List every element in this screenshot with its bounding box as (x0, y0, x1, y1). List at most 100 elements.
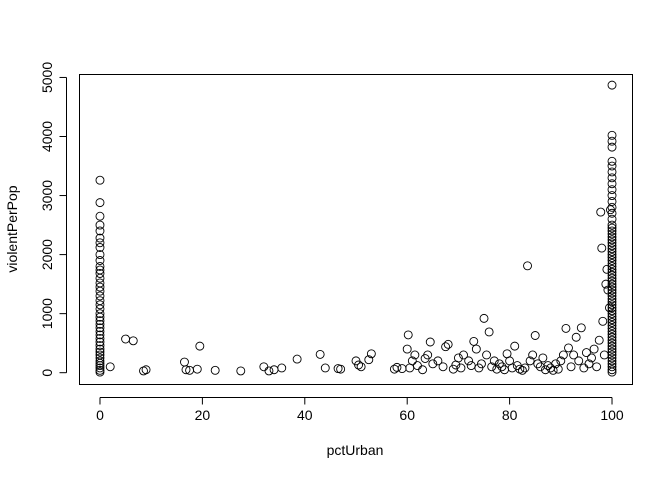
data-point (594, 335, 604, 345)
data-point (95, 323, 105, 333)
data-point (366, 349, 376, 359)
data-point (484, 327, 494, 337)
data-point (607, 270, 617, 280)
data-point (397, 364, 407, 374)
data-point (607, 229, 617, 239)
data-point (607, 235, 617, 245)
data-point (469, 336, 479, 346)
y-tick-label: 0 (39, 369, 55, 377)
data-point (418, 365, 428, 375)
data-point (607, 344, 617, 354)
data-point (95, 198, 105, 208)
data-point (605, 303, 614, 313)
data-point (497, 362, 507, 372)
data-point (407, 356, 417, 366)
data-point (441, 342, 451, 352)
data-point (425, 337, 435, 347)
x-tick-label: 0 (96, 407, 104, 423)
data-point (607, 167, 617, 177)
data-point (602, 264, 612, 274)
data-point (607, 191, 617, 201)
data-point (561, 323, 571, 333)
data-point (456, 363, 466, 373)
data-point (403, 330, 413, 340)
data-point (95, 316, 105, 326)
data-point (566, 362, 576, 372)
y-axis: 0 1000 2000 3000 4000 5000 (39, 62, 67, 377)
data-point (315, 349, 325, 359)
data-point (95, 282, 105, 292)
data-point (607, 297, 617, 307)
data-point (607, 136, 617, 146)
data-point (607, 185, 617, 195)
data-point (548, 365, 558, 375)
x-tick-label: 100 (600, 407, 624, 423)
data-point (607, 226, 617, 236)
data-point (556, 356, 566, 366)
data-point (95, 341, 105, 350)
data-point (607, 300, 617, 310)
data-point (589, 344, 599, 354)
data-point (607, 250, 617, 260)
data-point (607, 256, 617, 265)
data-point (95, 347, 105, 357)
data-point (95, 233, 105, 243)
data-point (607, 367, 617, 377)
y-tick-label: 3000 (39, 180, 55, 211)
data-point (607, 264, 617, 274)
data-point (569, 350, 579, 360)
data-point (607, 332, 617, 342)
data-point (558, 350, 568, 360)
data-point (95, 363, 105, 373)
data-point (259, 362, 269, 372)
y-tick-label: 1000 (39, 298, 55, 329)
data-point (607, 350, 617, 360)
data-point (601, 279, 611, 289)
data-point (576, 323, 586, 333)
data-point (607, 312, 617, 322)
data-point (277, 363, 287, 373)
data-point (607, 202, 617, 212)
data-point (264, 366, 274, 376)
data-point (607, 238, 617, 248)
data-point (607, 179, 617, 189)
data-point (95, 243, 105, 252)
data-point (192, 364, 202, 374)
data-point (528, 350, 538, 360)
data-point (530, 331, 540, 340)
data-point (607, 341, 617, 351)
data-point (523, 261, 532, 271)
data-point (95, 238, 105, 248)
data-point (121, 334, 131, 344)
data-point (553, 364, 563, 374)
data-point (95, 356, 105, 366)
data-point (607, 244, 617, 254)
data-point (607, 315, 617, 324)
data-point (607, 309, 617, 319)
data-point (477, 359, 486, 369)
data-point (607, 294, 617, 304)
data-point (607, 130, 617, 140)
data-point (95, 220, 105, 230)
data-point (607, 161, 617, 171)
x-tick-label: 60 (399, 407, 415, 423)
data-point (607, 220, 617, 230)
data-point (581, 348, 591, 358)
data-point (438, 362, 448, 372)
data-point (520, 363, 530, 373)
data-point (607, 362, 617, 372)
data-point (95, 319, 105, 329)
data-point (320, 363, 330, 373)
data-point (482, 350, 492, 360)
data-point (236, 366, 246, 376)
data-point (579, 363, 589, 373)
data-point (95, 333, 105, 343)
data-point (95, 261, 105, 271)
data-point (95, 226, 105, 236)
data-point (607, 365, 617, 375)
data-point (607, 253, 617, 262)
data-point (95, 344, 105, 354)
y-axis-title: violentPerPop (4, 185, 20, 272)
data-point (607, 232, 617, 242)
